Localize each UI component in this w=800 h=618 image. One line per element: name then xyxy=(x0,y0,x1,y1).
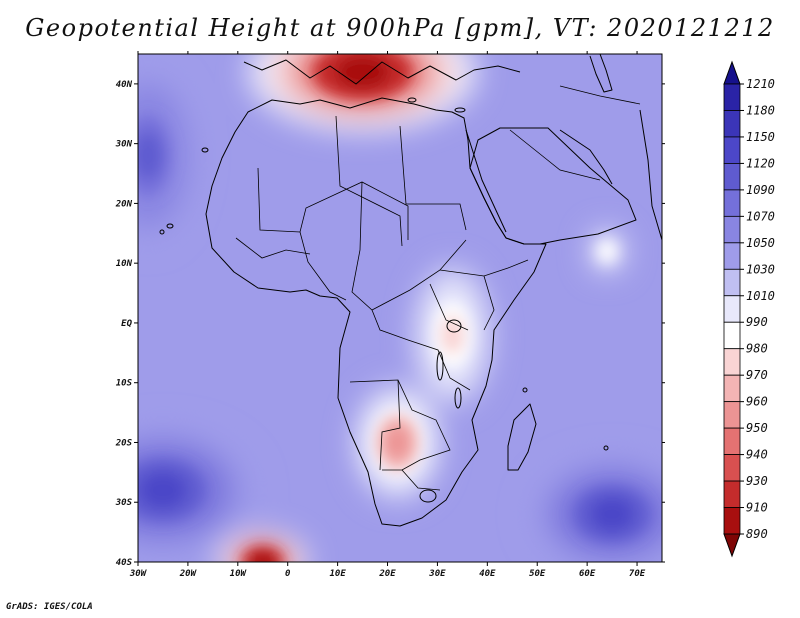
colorbar-label: 1180 xyxy=(746,103,775,117)
colorbar-label: 890 xyxy=(746,527,768,541)
colorbar-segment xyxy=(723,242,741,270)
colorbar-label: 1210 xyxy=(746,77,775,91)
colorbar-label: 960 xyxy=(746,395,768,409)
lon-label: 10E xyxy=(329,569,346,579)
lat-label: 30N xyxy=(115,140,133,150)
colorbar-label: 1010 xyxy=(746,289,775,303)
field-southern-africa-low-4 xyxy=(384,425,411,460)
colorbar-segment xyxy=(723,295,741,323)
field-indian-ocean-south-high-4 xyxy=(591,497,634,531)
europe-coastline xyxy=(243,59,521,85)
colorbar-label: 1150 xyxy=(746,130,775,144)
arabia-coastline xyxy=(469,127,637,245)
grads-credit: GrADS: IGES/COLA xyxy=(6,602,93,612)
field-atlantic-south-high-4 xyxy=(139,472,186,509)
colorbar-segment xyxy=(723,189,741,217)
lat-label: EQ xyxy=(121,319,132,329)
latitude-labels: 40N 30N 20N 10N EQ 10S 20S 30S 40S xyxy=(115,80,133,568)
field-east-africa-low-4 xyxy=(440,315,465,355)
colorbar-segment xyxy=(723,110,741,138)
field-atlantic-north-high-4 xyxy=(138,132,162,179)
lon-label: 30E xyxy=(428,569,446,579)
lat-label: 40N xyxy=(116,80,133,90)
country-borders xyxy=(235,85,641,491)
colorbar-label: 980 xyxy=(746,342,768,356)
colorbar-segment xyxy=(723,507,741,535)
chart-title: Geopotential Height at 900hPa [gpm], VT:… xyxy=(25,14,775,42)
colorbar-label: 1030 xyxy=(746,262,775,276)
lon-label: 20W xyxy=(179,569,198,579)
lon-label: 70E xyxy=(629,569,646,579)
colorbar-label: 1090 xyxy=(746,183,775,197)
lat-label: 40S xyxy=(116,558,133,568)
colorbar-label: 950 xyxy=(746,421,768,435)
colorbar-segment xyxy=(723,268,741,297)
lat-label: 20N xyxy=(115,199,133,209)
longitude-labels: 30W 20W 10W 0 10E 20E 30E 40E 50E 60E 70E xyxy=(129,569,646,579)
coastlines xyxy=(205,54,662,527)
colorbar-segment xyxy=(723,480,741,508)
lat-label: 10S xyxy=(116,379,133,389)
colorbar-segment xyxy=(723,348,741,376)
lon-label: 10W xyxy=(230,569,248,579)
lat-label: 20S xyxy=(115,438,133,448)
colorbar-segment xyxy=(723,321,741,350)
persian-gulf-coastline xyxy=(559,129,613,185)
red-sea-coastline xyxy=(465,129,507,233)
colorbar-label: 990 xyxy=(746,315,768,329)
colorbar: 1210 1180 1150 1120 1090 1070 1050 1030 1010 990 9… xyxy=(723,60,775,558)
lon-label: 30W xyxy=(129,569,148,579)
lon-label: 60E xyxy=(579,569,596,579)
colorbar-segment xyxy=(723,401,741,429)
lon-label: 20E xyxy=(378,569,396,579)
colorbar-label: 940 xyxy=(746,448,768,462)
lon-label: 50E xyxy=(529,569,546,579)
colorbar-label: 910 xyxy=(746,501,768,515)
colorbar-label: 930 xyxy=(746,474,768,488)
field-arabian-sea-low-4 xyxy=(599,241,616,261)
lat-label: 30S xyxy=(115,498,133,508)
lat-label: 10N xyxy=(116,259,133,269)
caspian-coastline xyxy=(589,54,613,93)
colorbar-label: 1120 xyxy=(746,156,775,170)
colorbar-segment xyxy=(723,454,741,482)
lon-label: 40E xyxy=(479,569,496,579)
colorbar-segment xyxy=(723,136,741,164)
colorbar-segment xyxy=(723,215,741,244)
lakes-and-islands xyxy=(159,97,609,503)
india-coastline xyxy=(639,109,662,241)
colorbar-label: 1050 xyxy=(746,236,775,250)
africa-coastline xyxy=(205,97,547,527)
colorbar-bottom-arrow xyxy=(723,533,741,558)
colorbar-top-arrow xyxy=(723,60,741,85)
map-plot-area xyxy=(138,54,662,562)
field-southwest-atlantic-low-4 xyxy=(249,551,276,562)
colorbar-segment xyxy=(723,374,741,403)
madagascar-coastline xyxy=(507,403,537,471)
field-north-africa-mediterranean-low-4 xyxy=(335,55,390,89)
plot-frame xyxy=(137,53,663,563)
lon-label: 0 xyxy=(285,569,291,579)
colorbar-segment xyxy=(723,163,741,191)
axis-ticks xyxy=(134,51,665,566)
colorbar-segment xyxy=(723,427,741,455)
colorbar-segment xyxy=(723,83,741,111)
colorbar-label: 1070 xyxy=(746,209,775,223)
colorbar-label: 970 xyxy=(746,368,768,382)
